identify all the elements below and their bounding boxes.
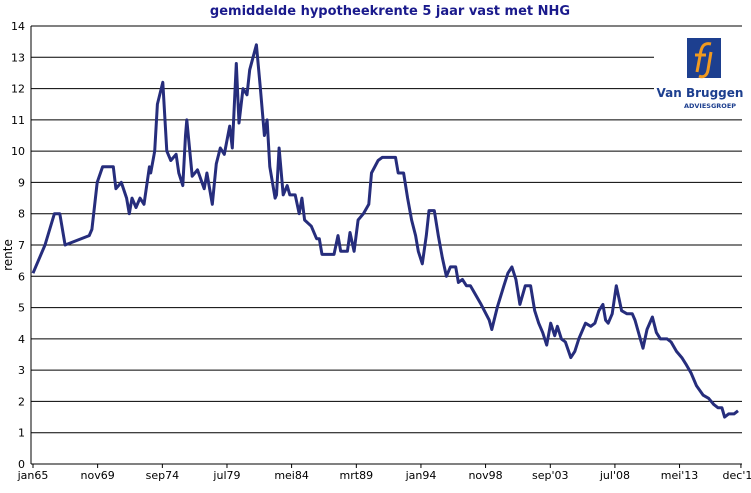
y-tick-label: 0	[18, 458, 25, 471]
x-tick-label: jul79	[212, 469, 240, 482]
y-tick-label: 12	[11, 83, 25, 96]
x-tick-label: mrt89	[340, 469, 374, 482]
x-tick-label: sep'03	[532, 469, 569, 482]
y-tick-label: 9	[18, 176, 25, 189]
y-tick-label: 4	[18, 333, 25, 346]
x-tick-label: nov69	[81, 469, 115, 482]
y-axis-label: rente	[1, 239, 15, 271]
y-tick-label: 3	[18, 364, 25, 377]
logo-subtitle: ADVIESGROEP	[684, 102, 736, 110]
y-tick-label: 8	[18, 208, 25, 221]
y-tick-label: 6	[18, 270, 25, 283]
y-tick-label: 2	[18, 395, 25, 408]
x-tick-label: sep74	[146, 469, 179, 482]
logo: Van Bruggen ADVIESGROEP	[654, 34, 744, 112]
x-tick-label: dec'17	[723, 469, 751, 482]
logo-name: Van Bruggen	[657, 86, 744, 100]
y-tick-label: 7	[18, 239, 25, 252]
y-tick-label: 11	[11, 114, 25, 127]
x-tick-label: jan94	[405, 469, 437, 482]
y-tick-label: 1	[18, 427, 25, 440]
data-line	[31, 43, 739, 419]
y-tick-label: 10	[11, 145, 25, 158]
chart-title: gemiddelde hypotheekrente 5 jaar vast me…	[210, 4, 570, 19]
x-tick-label: jul'08	[599, 469, 630, 482]
logo-glyph	[695, 42, 713, 79]
x-tick-label: mei84	[274, 469, 309, 482]
x-tick-label: jan65	[17, 469, 49, 482]
y-tick-label: 14	[11, 20, 25, 33]
y-tick-label: 13	[11, 51, 25, 64]
y-tick-label: 5	[18, 302, 25, 315]
x-tick-label: mei'13	[661, 469, 699, 482]
x-tick-label: nov98	[468, 469, 502, 482]
